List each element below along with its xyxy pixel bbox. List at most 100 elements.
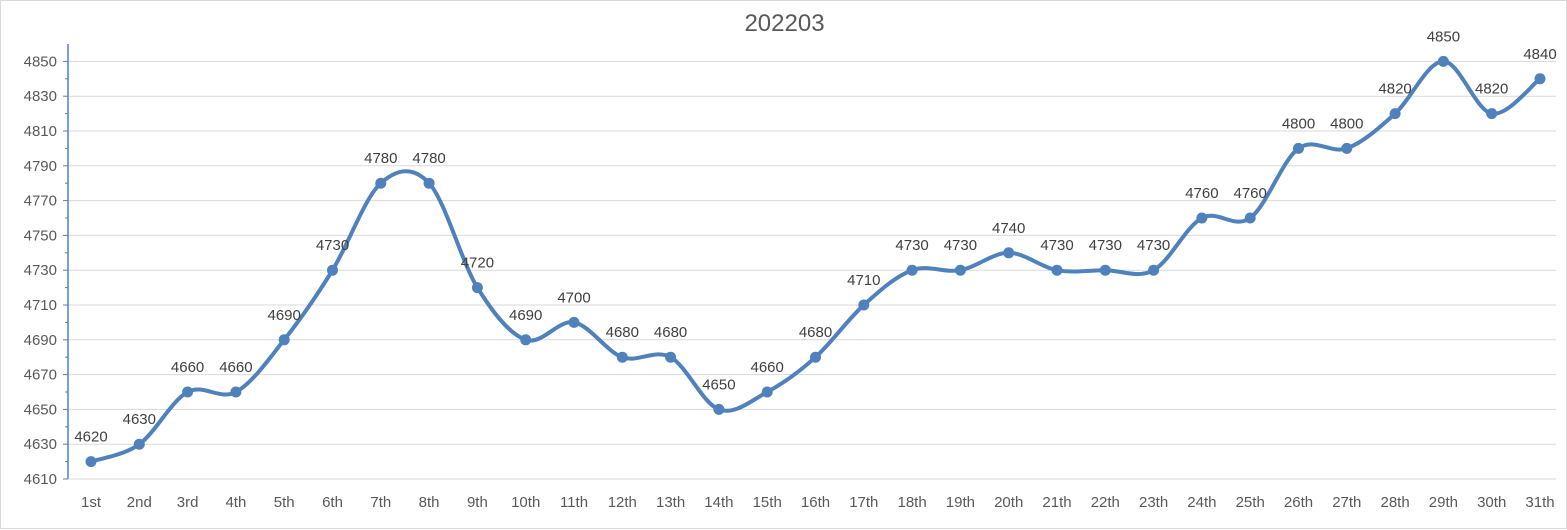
- data-point: [1293, 142, 1304, 154]
- x-tick-label: 24th: [1187, 494, 1216, 511]
- data-point: [858, 299, 870, 311]
- data-label: 4820: [1378, 81, 1411, 98]
- data-label: 4780: [364, 150, 397, 167]
- data-point: [761, 386, 773, 398]
- data-label: 4850: [1427, 28, 1460, 45]
- y-tick-label: 4850: [24, 53, 57, 70]
- data-label: 4840: [1523, 46, 1556, 63]
- x-tick-label: 10th: [511, 494, 540, 511]
- x-tick-label: 20th: [994, 494, 1023, 511]
- data-point: [1099, 264, 1111, 276]
- data-label: 4800: [1330, 115, 1363, 132]
- x-tick-label: 9th: [467, 494, 488, 511]
- gridlines: [68, 60, 1556, 445]
- x-tick-label: 5th: [274, 494, 295, 511]
- y-tick-label: 4790: [24, 158, 57, 175]
- data-point: [375, 177, 387, 189]
- data-label: 4690: [509, 307, 542, 324]
- x-tick-label: 8th: [419, 494, 440, 511]
- data-point: [1148, 264, 1160, 276]
- y-tick-label: 4670: [24, 367, 57, 384]
- x-tick-label: 12th: [608, 494, 637, 511]
- x-tick-label: 6th: [322, 494, 343, 511]
- data-point: [1486, 108, 1498, 120]
- data-label: 4730: [316, 237, 349, 254]
- data-label: 4680: [799, 324, 832, 341]
- x-tick-label: 7th: [370, 494, 391, 511]
- x-tick-label: 23th: [1139, 494, 1168, 511]
- x-tick-label: 22th: [1091, 494, 1120, 511]
- data-label: 4730: [895, 237, 928, 254]
- data-label: 4710: [847, 272, 880, 289]
- data-point: [665, 351, 677, 363]
- y-tick-label: 4730: [24, 262, 57, 279]
- data-label: 4630: [123, 411, 156, 428]
- x-tick-label: 18th: [897, 494, 926, 511]
- data-point: [1534, 73, 1546, 85]
- chart-title: 202203: [744, 10, 825, 37]
- data-point: [568, 316, 580, 328]
- data-point: [327, 264, 338, 276]
- data-point: [1437, 55, 1449, 67]
- data-point: [1244, 212, 1256, 224]
- data-label: 4720: [461, 255, 494, 272]
- x-tick-label: 16th: [801, 494, 830, 511]
- x-tick-label: 15th: [753, 494, 782, 511]
- data-points: [85, 55, 1546, 468]
- data-label: 4650: [702, 376, 735, 393]
- data-label: 4730: [1040, 237, 1073, 254]
- data-label: 4730: [1137, 237, 1170, 254]
- data-point: [133, 438, 145, 450]
- data-point: [616, 351, 628, 363]
- data-label: 4690: [268, 307, 301, 324]
- data-point: [1341, 142, 1353, 154]
- data-label: 4680: [654, 324, 687, 341]
- y-tick-label: 4830: [24, 88, 57, 105]
- axes: [63, 44, 1556, 480]
- data-point: [520, 334, 532, 346]
- x-tick-label: 29th: [1429, 494, 1458, 511]
- y-tick-label: 4690: [24, 332, 57, 349]
- data-point: [1003, 247, 1015, 259]
- data-label: 4620: [74, 429, 107, 446]
- x-tick-label: 31th: [1525, 494, 1554, 511]
- x-tick-label: 27th: [1332, 494, 1361, 511]
- x-tick-label: 19th: [946, 494, 975, 511]
- data-label: 4730: [944, 237, 977, 254]
- x-tick-label: 17th: [849, 494, 878, 511]
- data-point: [954, 264, 966, 276]
- x-tick-label: 4th: [225, 494, 246, 511]
- data-point: [810, 351, 821, 363]
- x-tick-label: 1st: [81, 494, 102, 511]
- data-label: 4700: [557, 289, 590, 306]
- x-tick-label: 30th: [1477, 494, 1506, 511]
- data-label: 4680: [606, 324, 639, 341]
- x-tick-label: 26th: [1284, 494, 1313, 511]
- data-point: [278, 334, 290, 346]
- data-point: [713, 403, 725, 415]
- data-point: [1389, 108, 1401, 120]
- data-label: 4760: [1185, 185, 1218, 202]
- data-point: [423, 177, 435, 189]
- data-label: 4660: [171, 359, 204, 376]
- y-tick-label: 4750: [24, 227, 57, 244]
- data-point: [85, 456, 97, 468]
- data-label: 4740: [992, 220, 1025, 237]
- y-axis-ticks: 4610 4630 4650 4670 4690 4710 4730 4750 4770 4790…: [24, 53, 57, 488]
- data-label: 4660: [219, 359, 252, 376]
- data-point: [471, 282, 483, 294]
- x-tick-label: 3rd: [177, 494, 199, 511]
- data-label: 4820: [1475, 81, 1508, 98]
- data-point: [906, 264, 918, 276]
- y-tick-label: 4810: [24, 123, 57, 140]
- data-label: 4760: [1234, 185, 1267, 202]
- data-point: [1196, 212, 1208, 224]
- data-point: [182, 386, 194, 398]
- y-tick-label: 4650: [24, 401, 57, 418]
- y-tick-label: 4610: [24, 471, 57, 488]
- x-tick-label: 28th: [1380, 494, 1409, 511]
- x-axis-ticks: 1st 2nd 3rd 4th 5th 6th 7th 8th 9th 10th 11th 12th 1…: [81, 494, 1555, 511]
- data-label: 4780: [412, 150, 445, 167]
- y-tick-label: 4770: [24, 193, 57, 210]
